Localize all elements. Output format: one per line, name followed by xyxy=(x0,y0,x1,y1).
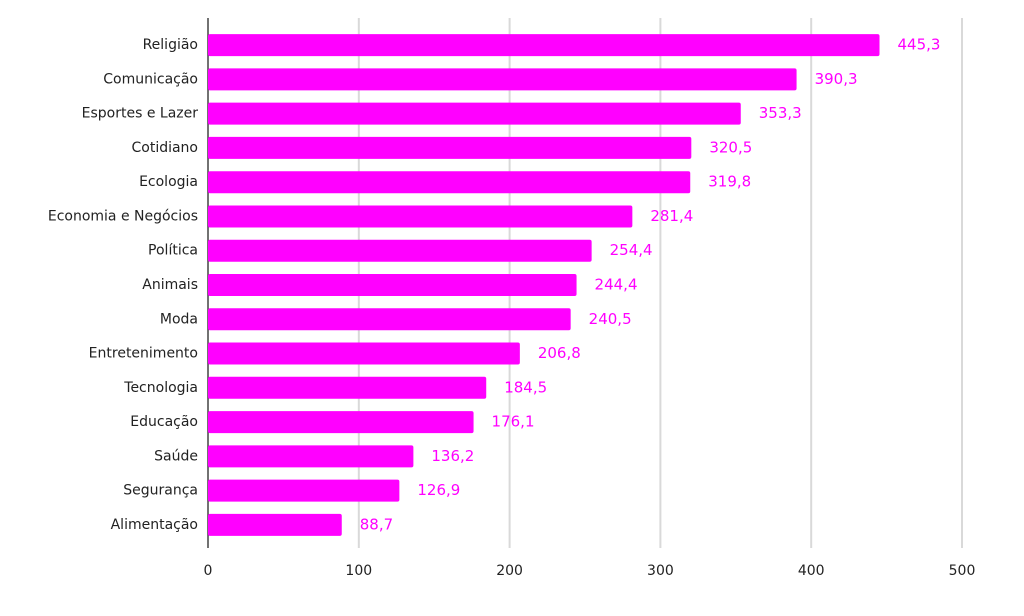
y-tick-label: Cotidiano xyxy=(131,140,198,156)
y-tick-label: Educação xyxy=(130,414,198,430)
value-label: 281,4 xyxy=(650,207,693,225)
bar xyxy=(208,102,741,125)
value-label: 126,9 xyxy=(417,481,460,499)
value-label: 390,3 xyxy=(815,70,858,88)
bar xyxy=(208,171,691,194)
value-label: 353,3 xyxy=(759,104,802,122)
x-tick-label: 0 xyxy=(204,563,213,579)
value-label: 240,5 xyxy=(589,310,632,328)
bar xyxy=(208,34,880,57)
x-tick-label: 100 xyxy=(345,563,372,579)
bar xyxy=(208,68,797,91)
bar xyxy=(208,239,592,262)
y-tick-label: Segurança xyxy=(123,483,198,499)
bar xyxy=(208,513,342,536)
y-tick-label: Tecnologia xyxy=(123,380,198,396)
value-label: 88,7 xyxy=(360,515,393,533)
value-label: 176,1 xyxy=(492,413,535,431)
bar xyxy=(208,342,520,365)
value-label: 136,2 xyxy=(431,447,474,465)
value-label: 244,4 xyxy=(595,276,638,294)
y-tick-label: Entretenimento xyxy=(89,346,198,362)
x-tick-label: 500 xyxy=(949,563,976,579)
x-tick-label: 200 xyxy=(496,563,523,579)
value-label: 206,8 xyxy=(538,344,581,362)
value-label: 445,3 xyxy=(898,36,941,54)
value-label: 254,4 xyxy=(610,241,653,259)
y-tick-label: Moda xyxy=(160,311,198,327)
y-tick-label: Alimentação xyxy=(111,517,198,533)
bar xyxy=(208,376,487,399)
bar xyxy=(208,411,474,434)
bar xyxy=(208,205,633,228)
y-tick-label: Animais xyxy=(142,277,198,293)
value-label: 184,5 xyxy=(504,378,547,396)
bar xyxy=(208,308,571,331)
x-tick-label: 400 xyxy=(798,563,825,579)
bar xyxy=(208,274,577,296)
y-tick-label: Política xyxy=(148,243,198,259)
y-tick-label: Esportes e Lazer xyxy=(82,106,199,122)
value-label: 319,8 xyxy=(708,173,751,191)
y-tick-label: Saúde xyxy=(154,448,198,464)
value-label: 320,5 xyxy=(709,138,752,156)
bar xyxy=(208,136,692,159)
x-tick-label: 300 xyxy=(647,563,674,579)
y-tick-label: Religião xyxy=(143,37,198,53)
bar xyxy=(208,479,400,502)
y-tick-label: Comunicação xyxy=(103,71,198,87)
y-tick-label: Ecologia xyxy=(139,174,198,190)
y-tick-label: Economia e Negócios xyxy=(48,208,198,224)
bar xyxy=(208,445,414,468)
